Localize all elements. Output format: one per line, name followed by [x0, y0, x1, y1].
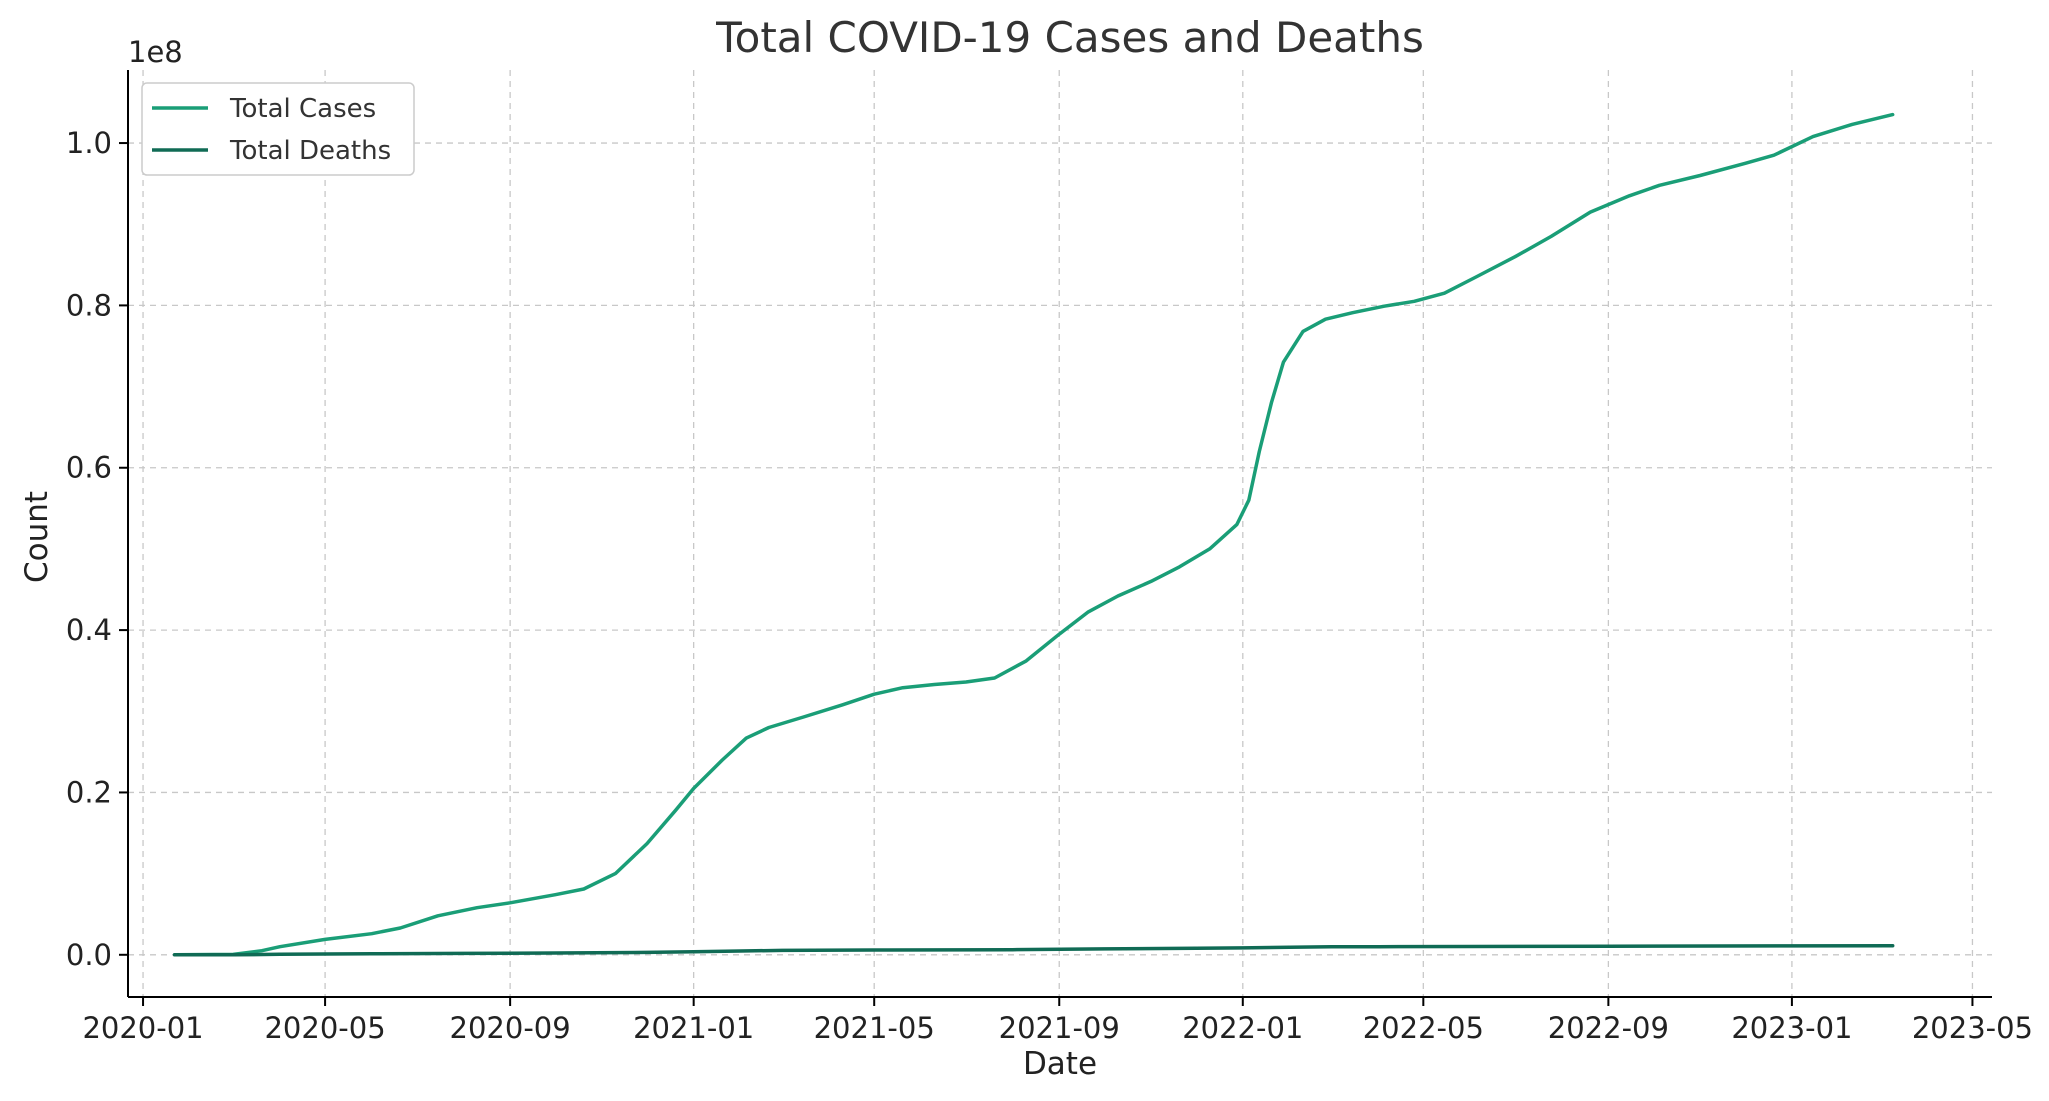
x-tick-label: 2023-01: [1731, 1011, 1852, 1045]
y-offset-label: 1e8: [128, 35, 183, 69]
x-tick-label: 2020-05: [264, 1011, 385, 1045]
x-tick-label: 2022-09: [1548, 1011, 1669, 1045]
y-tick-label: 0.0: [66, 938, 112, 972]
x-tick-label: 2023-05: [1912, 1011, 2033, 1045]
legend: Total Cases Total Deaths: [141, 82, 415, 176]
x-tick-label: 2022-05: [1363, 1011, 1484, 1045]
y-axis-label: Count: [19, 491, 55, 583]
legend-label-total-deaths: Total Deaths: [229, 136, 391, 166]
axes: 2020-01 2020-05 2020-09 2021-01 2021-05 2021-…: [66, 70, 2033, 1045]
series-lines: [172, 112, 1895, 957]
series-line-total-deaths: [172, 943, 1895, 957]
x-tick-label: 2021-01: [633, 1011, 754, 1045]
y-tick-label: 1.0: [66, 126, 112, 160]
y-tick-label: 0.8: [66, 288, 112, 322]
gridlines: [128, 70, 1992, 997]
y-tick-label: 0.2: [66, 775, 112, 809]
x-tick-label: 2022-01: [1182, 1011, 1303, 1045]
x-tick-label: 2020-01: [82, 1011, 203, 1045]
series-line-total-cases: [172, 112, 1895, 957]
y-tick-label: 0.4: [66, 613, 112, 647]
chart-title: Total COVID-19 Cases and Deaths: [715, 13, 1424, 62]
x-axis-label: Date: [1023, 1046, 1097, 1082]
legend-label-total-cases: Total Cases: [229, 94, 376, 124]
y-tick-label: 0.6: [66, 451, 112, 485]
x-tick-label: 2021-05: [814, 1011, 935, 1045]
x-tick-label: 2021-09: [999, 1011, 1120, 1045]
legend-box: [141, 82, 415, 176]
x-tick-label: 2020-09: [450, 1011, 571, 1045]
